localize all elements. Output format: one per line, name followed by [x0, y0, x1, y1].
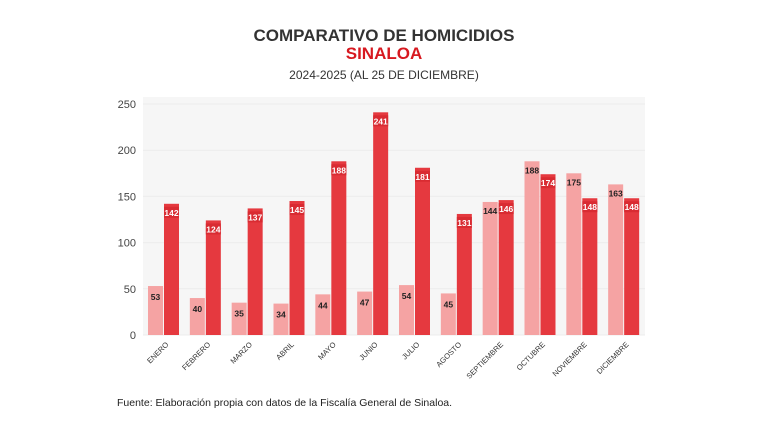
data-label: 34 [276, 310, 286, 320]
x-tick-label: AGOSTO [434, 340, 463, 369]
x-tick-label: JULIO [400, 340, 422, 362]
bar-2024 [357, 291, 373, 335]
data-label: 145 [290, 205, 304, 215]
data-label: 45 [444, 299, 454, 309]
x-tick-label: ABRIL [274, 340, 296, 362]
data-label-bg [373, 115, 389, 127]
y-tick-label: 200 [118, 145, 136, 157]
data-label-bg [624, 201, 640, 213]
data-label-bg [247, 211, 263, 223]
data-label-bg [415, 170, 430, 182]
bar-2025 [289, 201, 305, 335]
data-label: 40 [193, 304, 203, 314]
bar-2024 [566, 173, 582, 335]
bar-2024 [440, 293, 456, 335]
bar-2024 [189, 298, 205, 335]
data-label: 181 [415, 172, 429, 182]
bar-2025 [331, 161, 347, 335]
data-label: 241 [374, 116, 388, 126]
bar-2025 [498, 200, 514, 335]
chart-subtitle: 2024-2025 (AL 25 DE DICIEMBRE) [289, 68, 479, 82]
data-label-bg [289, 204, 305, 216]
data-label: 142 [164, 208, 178, 218]
bar-2025 [540, 174, 556, 335]
x-tick-label: FEBRERO [180, 340, 212, 372]
data-label: 174 [541, 178, 555, 188]
data-label-bg [582, 201, 598, 213]
bar-2024 [315, 294, 331, 335]
bar-2024 [482, 201, 498, 335]
data-label: 163 [609, 188, 623, 198]
bar-2025 [205, 220, 221, 335]
x-tick-label: JUNIO [357, 340, 379, 362]
data-label: 35 [234, 309, 244, 319]
x-tick-label: NOVIEMBRE [551, 340, 589, 378]
data-label: 53 [151, 292, 161, 302]
x-tick-label: SEPTIEMBRE [465, 340, 506, 381]
bar-2024 [524, 161, 540, 335]
y-tick-label: 100 [118, 238, 136, 250]
x-tick-label: DICIEMBRE [595, 340, 631, 376]
data-label: 148 [583, 202, 597, 212]
data-label: 146 [499, 204, 513, 214]
data-label: 131 [457, 218, 471, 228]
bar-2024 [273, 303, 289, 335]
bar-2024 [148, 286, 163, 335]
source-note: Fuente: Elaboración propia con datos de … [117, 397, 453, 409]
data-label: 124 [206, 224, 220, 234]
chart-subtitle-highlight: SINALOA [345, 44, 423, 63]
bar-2025 [582, 198, 598, 335]
data-label: 188 [525, 165, 539, 175]
data-label: 175 [567, 177, 581, 187]
data-label: 137 [248, 212, 262, 222]
bar-2025 [415, 167, 430, 335]
data-label-bg [498, 203, 514, 215]
bar-2025 [456, 213, 472, 335]
y-tick-label: 250 [118, 99, 136, 111]
bar-2025 [624, 198, 640, 335]
data-label-bg [331, 164, 347, 176]
data-label-bg [540, 177, 556, 189]
data-label-bg [164, 206, 179, 218]
data-label: 148 [625, 202, 639, 212]
data-label: 47 [360, 298, 370, 308]
data-label: 188 [332, 165, 346, 175]
chart-title: COMPARATIVO DE HOMICIDIOS [253, 26, 515, 45]
bar-2024 [608, 184, 624, 335]
data-label-bg [456, 216, 472, 228]
bar-2024 [231, 302, 247, 335]
y-tick-label: 50 [124, 284, 136, 296]
data-label: 44 [318, 300, 328, 310]
plot-background [143, 97, 645, 335]
data-label-bg [205, 223, 221, 235]
bar-2025 [164, 203, 179, 335]
x-tick-label: MARZO [229, 340, 255, 366]
bar-2024 [399, 285, 414, 335]
bar-2025 [247, 208, 263, 335]
y-tick-label: 150 [118, 191, 136, 203]
data-label: 144 [483, 206, 497, 216]
data-label: 54 [402, 291, 412, 301]
x-tick-label: MAYO [316, 340, 338, 362]
x-tick-label: ENERO [145, 340, 170, 365]
bar-2025 [373, 112, 389, 335]
x-tick-label: OCTUBRE [515, 340, 547, 372]
y-tick-label: 0 [130, 330, 136, 342]
